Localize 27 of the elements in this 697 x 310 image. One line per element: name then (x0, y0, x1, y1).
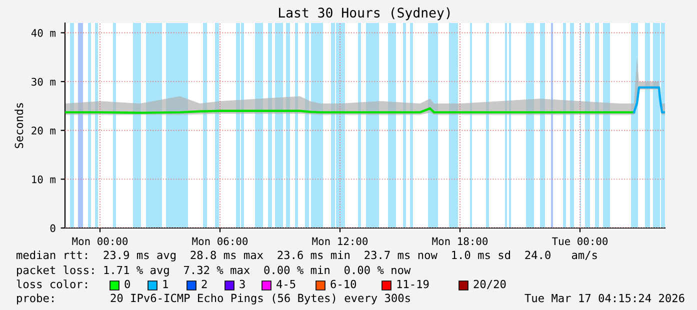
text: Tue Mar 17 04:15:24 2026 (524, 294, 684, 302)
chart-title: Last 30 Hours (Sydney) (279, 7, 450, 20)
text: 2 (202, 280, 207, 288)
x-tick-label: Mon 06:00 (192, 237, 248, 246)
y-axis-title: Seconds (14, 103, 24, 148)
y-tick-label: 40 m (31, 29, 56, 37)
y-tick-label: 20 m (32, 126, 56, 135)
x-tick-label: Tue 00:00 (552, 237, 608, 246)
text: probe: (17, 294, 54, 304)
text: 0 (124, 280, 130, 288)
y-tick-label: 0 (50, 224, 56, 232)
text: 6-10 (330, 280, 356, 288)
y-tick-label: 30 m (32, 78, 56, 86)
text: median rtt: 23.9 ms avg 28.8 ms max 23.6 ms min 23.7 ms now 1.0 ms sd 24.0 am/s (16, 250, 597, 262)
x-tick-label: Mon 00:00 (72, 237, 128, 246)
line-series (632, 86, 665, 114)
text: 3 (240, 280, 245, 288)
text: 20/20 (474, 280, 506, 290)
text: loss color: (16, 280, 87, 288)
text: 1 (163, 280, 168, 288)
text: 4-5 (276, 280, 296, 288)
text: packet loss: 1.71 % avg 7.32 % max 0.00 % min 0.00 % now (17, 266, 411, 276)
x-tick-label: Mon 18:00 (432, 237, 488, 246)
y-tick-label: 10 m (32, 175, 56, 184)
text: 11-19 (397, 280, 429, 288)
text: 20 IPv6-ICMP Echo Pings (56 Bytes) every 300s (110, 294, 410, 304)
x-tick-label: Mon 12:00 (312, 237, 368, 246)
